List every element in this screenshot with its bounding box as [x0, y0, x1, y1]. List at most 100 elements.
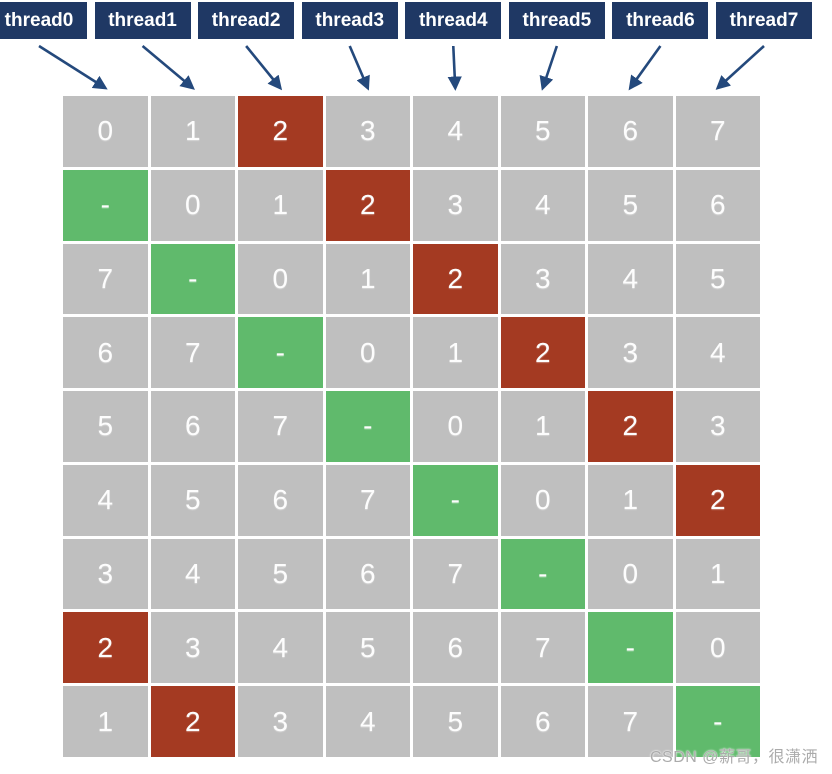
matrix-cell-r4-c3: -: [325, 391, 410, 462]
matrix-cell-r8-c5: 6: [500, 686, 585, 757]
matrix-cell-r6-c6: 0: [588, 538, 673, 610]
matrix-cell-r6-c7: 1: [675, 538, 760, 610]
matrix-cell-r1-c5: 4: [500, 169, 585, 241]
matrix-cell-r6-c3: 6: [325, 538, 410, 610]
thread-arrow-5: [539, 45, 559, 91]
matrix-cell-r7-c3: 5: [325, 612, 410, 684]
matrix-cell-r6-c4: 7: [413, 538, 498, 610]
thread-box-7: thread7: [715, 2, 812, 39]
matrix-cell-r1-c3: 2: [325, 169, 410, 241]
matrix-cell-r4-c2: 7: [238, 391, 323, 462]
matrix-cell-r1-c0: -: [63, 169, 148, 241]
watermark: CSDN @薪哥，很潇洒: [649, 749, 818, 766]
matrix-cell-r0-c6: 6: [588, 96, 673, 167]
matrix-cell-r7-c6: -: [588, 612, 673, 684]
thread-box-2: thread2: [198, 2, 295, 39]
matrix-cell-r0-c3: 3: [325, 96, 410, 167]
matrix-cell-r5-c5: 0: [500, 464, 585, 536]
thread-arrow-3: [348, 45, 370, 91]
matrix-cell-r6-c2: 5: [238, 538, 323, 610]
matrix-cell-r2-c0: 7: [63, 243, 148, 315]
matrix-cell-r0-c7: 7: [675, 96, 760, 167]
matrix-cell-r3-c6: 3: [588, 317, 673, 389]
thread-box-4: thread4: [405, 2, 502, 39]
matrix-cell-r8-c2: 3: [238, 686, 323, 757]
matrix-cell-r2-c6: 4: [588, 243, 673, 315]
matrix-cell-r6-c1: 4: [150, 538, 235, 610]
thread-label: thread2: [211, 9, 281, 31]
matrix-cell-r3-c4: 1: [413, 317, 498, 389]
matrix-cell-r3-c0: 6: [63, 317, 148, 389]
matrix-cell-r2-c1: -: [150, 243, 235, 315]
matrix-cell-r7-c0: 2: [63, 612, 148, 684]
matrix-cell-r7-c1: 3: [150, 612, 235, 684]
thread-arrows: [38, 44, 765, 91]
matrix-cell-r4-c5: 1: [500, 391, 585, 462]
matrix-cell-r2-c2: 0: [238, 243, 323, 315]
matrix-cell-r3-c1: 7: [150, 317, 235, 389]
matrix-cell-r0-c0: 0: [63, 96, 148, 167]
thread-arrow-6: [628, 45, 662, 91]
matrix-cell-r2-c7: 5: [675, 243, 760, 315]
matrix-cell-r5-c2: 6: [238, 464, 323, 536]
matrix-cell-r4-c1: 6: [150, 391, 235, 462]
matrix-cell-r5-c0: 4: [63, 464, 148, 536]
thread-row: thread0 thread1 thread2 thread3 thread4 threa…: [0, 0, 832, 40]
matrix-cell-r3-c7: 4: [675, 317, 760, 389]
thread-box-1: thread1: [94, 2, 191, 39]
thread-box-6: thread6: [612, 2, 709, 39]
thread-label: thread5: [522, 9, 592, 31]
thread-label: thread3: [315, 9, 385, 31]
matrix-cell-r4-c0: 5: [63, 391, 148, 462]
thread-label: thread0: [4, 9, 74, 31]
matrix-cell-r7-c4: 6: [413, 612, 498, 684]
matrix-cell-r8-c6: 7: [588, 686, 673, 757]
matrix-cell-r2-c4: 2: [413, 243, 498, 315]
matrix-cell-r1-c1: 0: [150, 169, 235, 241]
matrix-cell-r8-c1: 2: [150, 686, 235, 757]
matrix-cell-r2-c3: 1: [325, 243, 410, 315]
matrix-cell-r0-c1: 1: [150, 96, 235, 167]
matrix-cell-r0-c5: 5: [500, 96, 585, 167]
matrix-cell-r0-c4: 4: [413, 96, 498, 167]
thread-arrow-1: [141, 45, 195, 90]
thread-arrow-4: [447, 45, 462, 91]
matrix-cell-r8-c4: 5: [413, 686, 498, 757]
matrix-cell-r5-c1: 5: [150, 464, 235, 536]
thread-box-3: thread3: [301, 2, 398, 39]
matrix-cell-r7-c7: 0: [675, 612, 760, 684]
matrix-cell-r4-c4: 0: [413, 391, 498, 462]
matrix-cell-r2-c5: 3: [500, 243, 585, 315]
matrix-cell-r0-c2: 2: [238, 96, 323, 167]
matrix-cell-r3-c3: 0: [325, 317, 410, 389]
matrix-cell-r4-c7: 3: [675, 391, 760, 462]
thread-box-5: thread5: [508, 2, 605, 39]
thread-label: thread4: [418, 9, 488, 31]
matrix-cell-r5-c7: 2: [675, 464, 760, 536]
matrix-cell-r8-c7: -: [675, 686, 760, 757]
thread-arrow-0: [38, 44, 108, 90]
matrix-cell-r1-c2: 1: [238, 169, 323, 241]
thread-label: thread6: [626, 9, 695, 31]
matrix-cell-r4-c6: 2: [588, 391, 673, 462]
matrix-cell-r6-c0: 3: [63, 538, 148, 610]
matrix-cell-r1-c6: 5: [588, 169, 673, 241]
matrix-cell-r6-c5: -: [500, 538, 585, 610]
matrix-cell-r5-c4: -: [413, 464, 498, 536]
thread-label: thread7: [729, 9, 799, 31]
matrix-cell-r1-c4: 3: [413, 169, 498, 241]
matrix-cell-r1-c7: 6: [675, 169, 760, 241]
matrix-cell-r8-c3: 4: [325, 686, 410, 757]
matrix-cell-r7-c5: 7: [500, 612, 585, 684]
thread-arrow-7: [715, 45, 765, 90]
matrix-cell-r5-c6: 1: [588, 464, 673, 536]
matrix-cell-r3-c5: 2: [500, 317, 585, 389]
thread-box-0: thread0: [0, 2, 87, 39]
matrix-cell-r5-c3: 7: [325, 464, 410, 536]
thread-label: thread1: [108, 9, 177, 31]
matrix-cell-r3-c2: -: [238, 317, 323, 389]
matrix-cell-r7-c2: 4: [238, 612, 323, 684]
matrix-cell-r8-c0: 1: [63, 686, 148, 757]
thread-arrow-2: [245, 45, 283, 91]
